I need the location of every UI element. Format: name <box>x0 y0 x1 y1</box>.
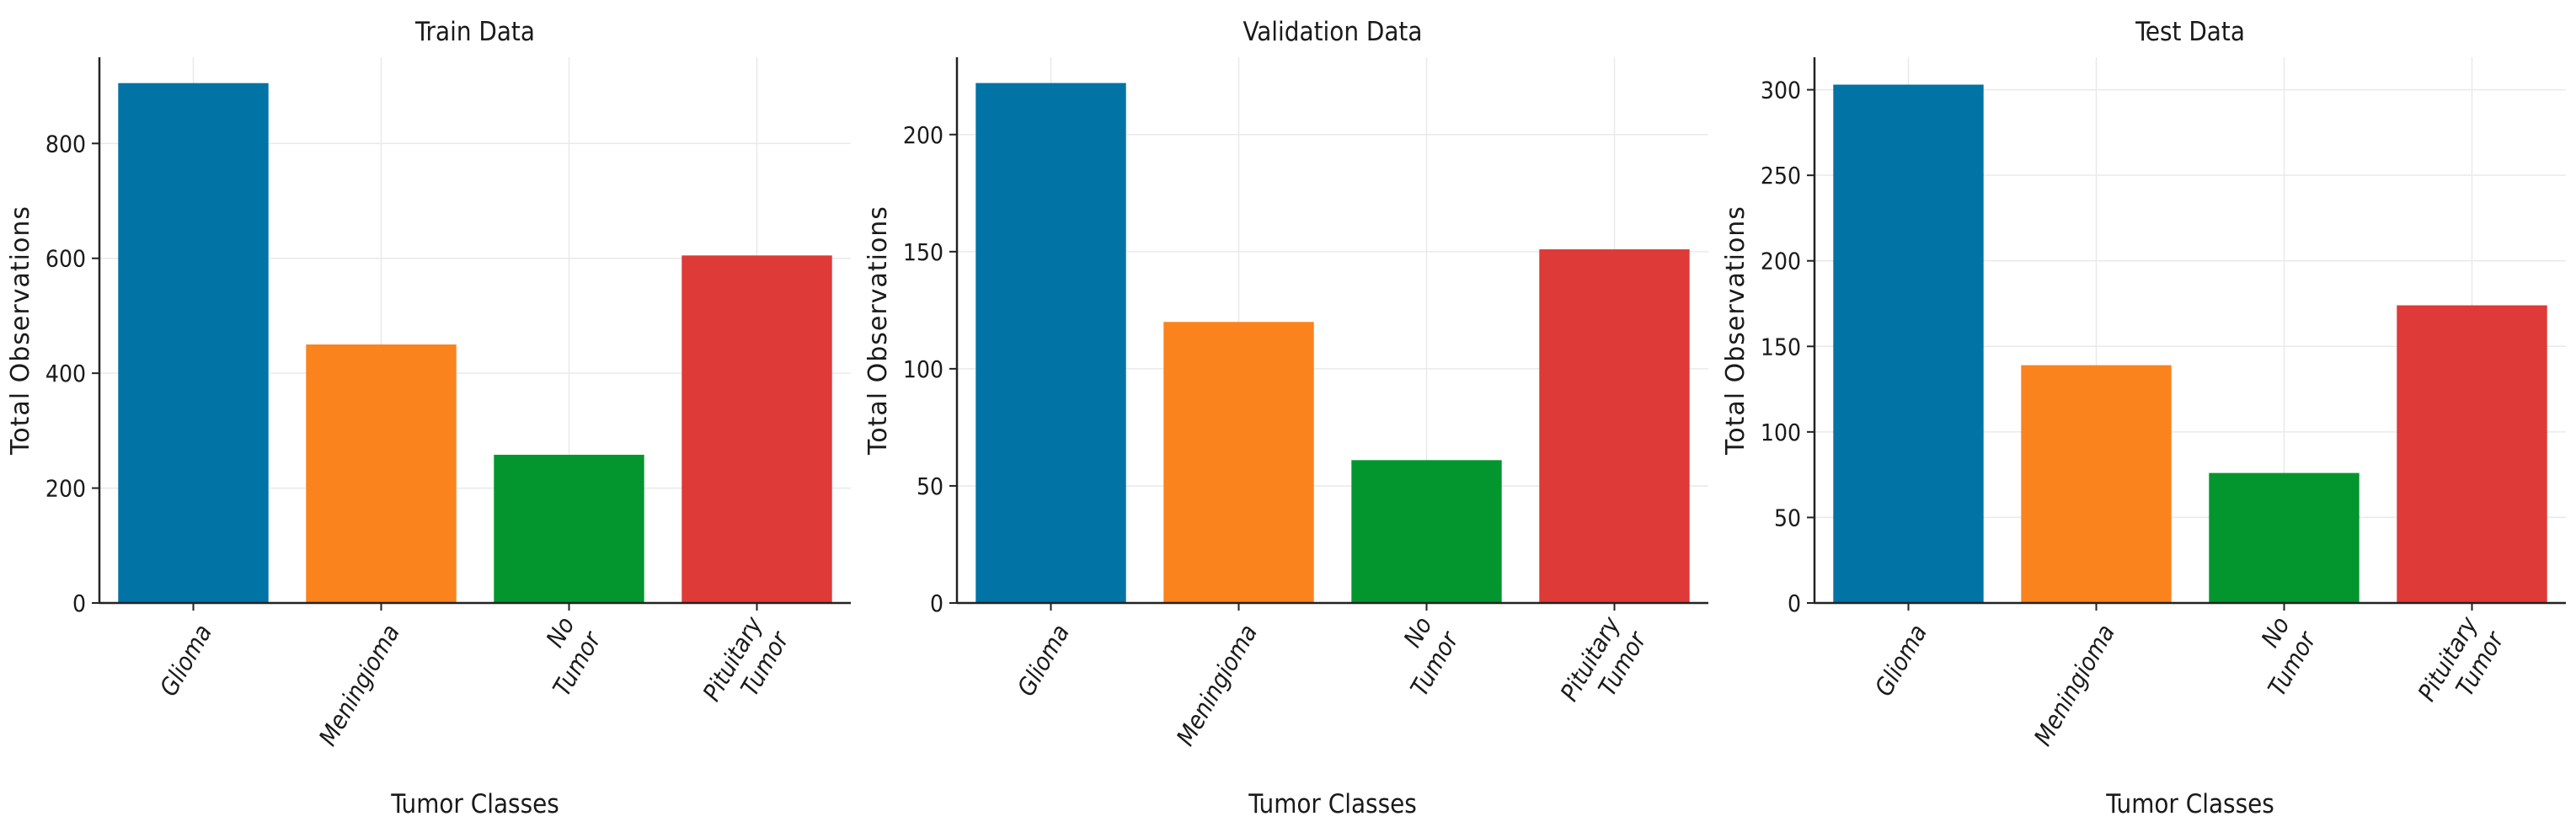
y-tick-label: 200 <box>1761 248 1801 275</box>
y-tick-label: 800 <box>45 130 86 157</box>
chart-title: Train Data <box>414 17 535 47</box>
y-tick-label: 250 <box>1761 162 1801 189</box>
bar-pituitary-tumor <box>2397 305 2547 603</box>
bar-no-tumor <box>2209 472 2360 603</box>
x-axis-label: Tumor Classes <box>1248 789 1417 819</box>
chart-panel-2: 0 50 100 150 200 Glioma Meningioma NoTumor Pitui… <box>863 17 1708 819</box>
x-tick-label: Meningioma <box>313 620 405 751</box>
y-tick-label: 200 <box>903 121 943 149</box>
x-tick-label: NoTumor <box>2236 611 2322 702</box>
chart-panel-1: 0 200 400 600 800 Glioma Meningioma NoTumor Pitu… <box>6 17 851 819</box>
y-tick-label: 200 <box>45 475 86 503</box>
y-axis-label: Total Observations <box>1721 205 1750 456</box>
x-tick-label: Meningioma <box>1171 620 1263 751</box>
chart-title: Test Data <box>2135 17 2245 47</box>
x-tick-label: PituitaryTumor <box>697 611 795 722</box>
x-tick-label: Glioma <box>1869 620 1932 702</box>
bar-meningioma <box>306 344 457 603</box>
bar-no-tumor <box>1351 460 1502 603</box>
y-tick-label: 0 <box>1788 590 1801 617</box>
x-axis-label: Tumor Classes <box>2105 789 2274 819</box>
bar-glioma <box>118 83 269 603</box>
y-tick-label: 50 <box>1774 504 1801 531</box>
y-tick-label: 150 <box>903 238 943 266</box>
y-axis-label: Total Observations <box>863 205 893 456</box>
x-tick-label: Meningioma <box>2028 620 2120 751</box>
y-tick-label: 100 <box>1761 419 1801 446</box>
y-tick-label: 300 <box>1761 77 1801 104</box>
x-axis-label: Tumor Classes <box>390 789 559 819</box>
x-tick-label: NoTumor <box>521 611 607 702</box>
bar-meningioma <box>2021 365 2172 603</box>
x-tick-label: NoTumor <box>1378 611 1465 702</box>
bar-pituitary-tumor <box>681 255 832 603</box>
y-tick-label: 100 <box>903 355 943 383</box>
bar-pituitary-tumor <box>1539 249 1690 603</box>
y-tick-label: 0 <box>930 590 943 617</box>
bar-glioma <box>975 83 1126 603</box>
chart-title: Validation Data <box>1243 17 1423 47</box>
bar-no-tumor <box>494 455 644 603</box>
y-tick-label: 150 <box>1761 333 1801 360</box>
y-axis-label: Total Observations <box>6 205 35 456</box>
x-tick-label: PituitaryTumor <box>1555 611 1653 722</box>
y-tick-label: 50 <box>917 472 943 500</box>
y-tick-label: 0 <box>72 590 86 617</box>
y-tick-label: 600 <box>45 245 86 273</box>
bar-glioma <box>1833 84 1984 603</box>
x-tick-label: Glioma <box>154 620 217 702</box>
bar-meningioma <box>1163 322 1314 603</box>
y-tick-label: 400 <box>45 360 86 387</box>
x-tick-label: Glioma <box>1012 620 1075 702</box>
chart-panel-3: 0 50 100 150 200 250 300 Glioma Meningioma NoTumo… <box>1721 17 2566 819</box>
x-tick-label: PituitaryTumor <box>2413 611 2510 722</box>
